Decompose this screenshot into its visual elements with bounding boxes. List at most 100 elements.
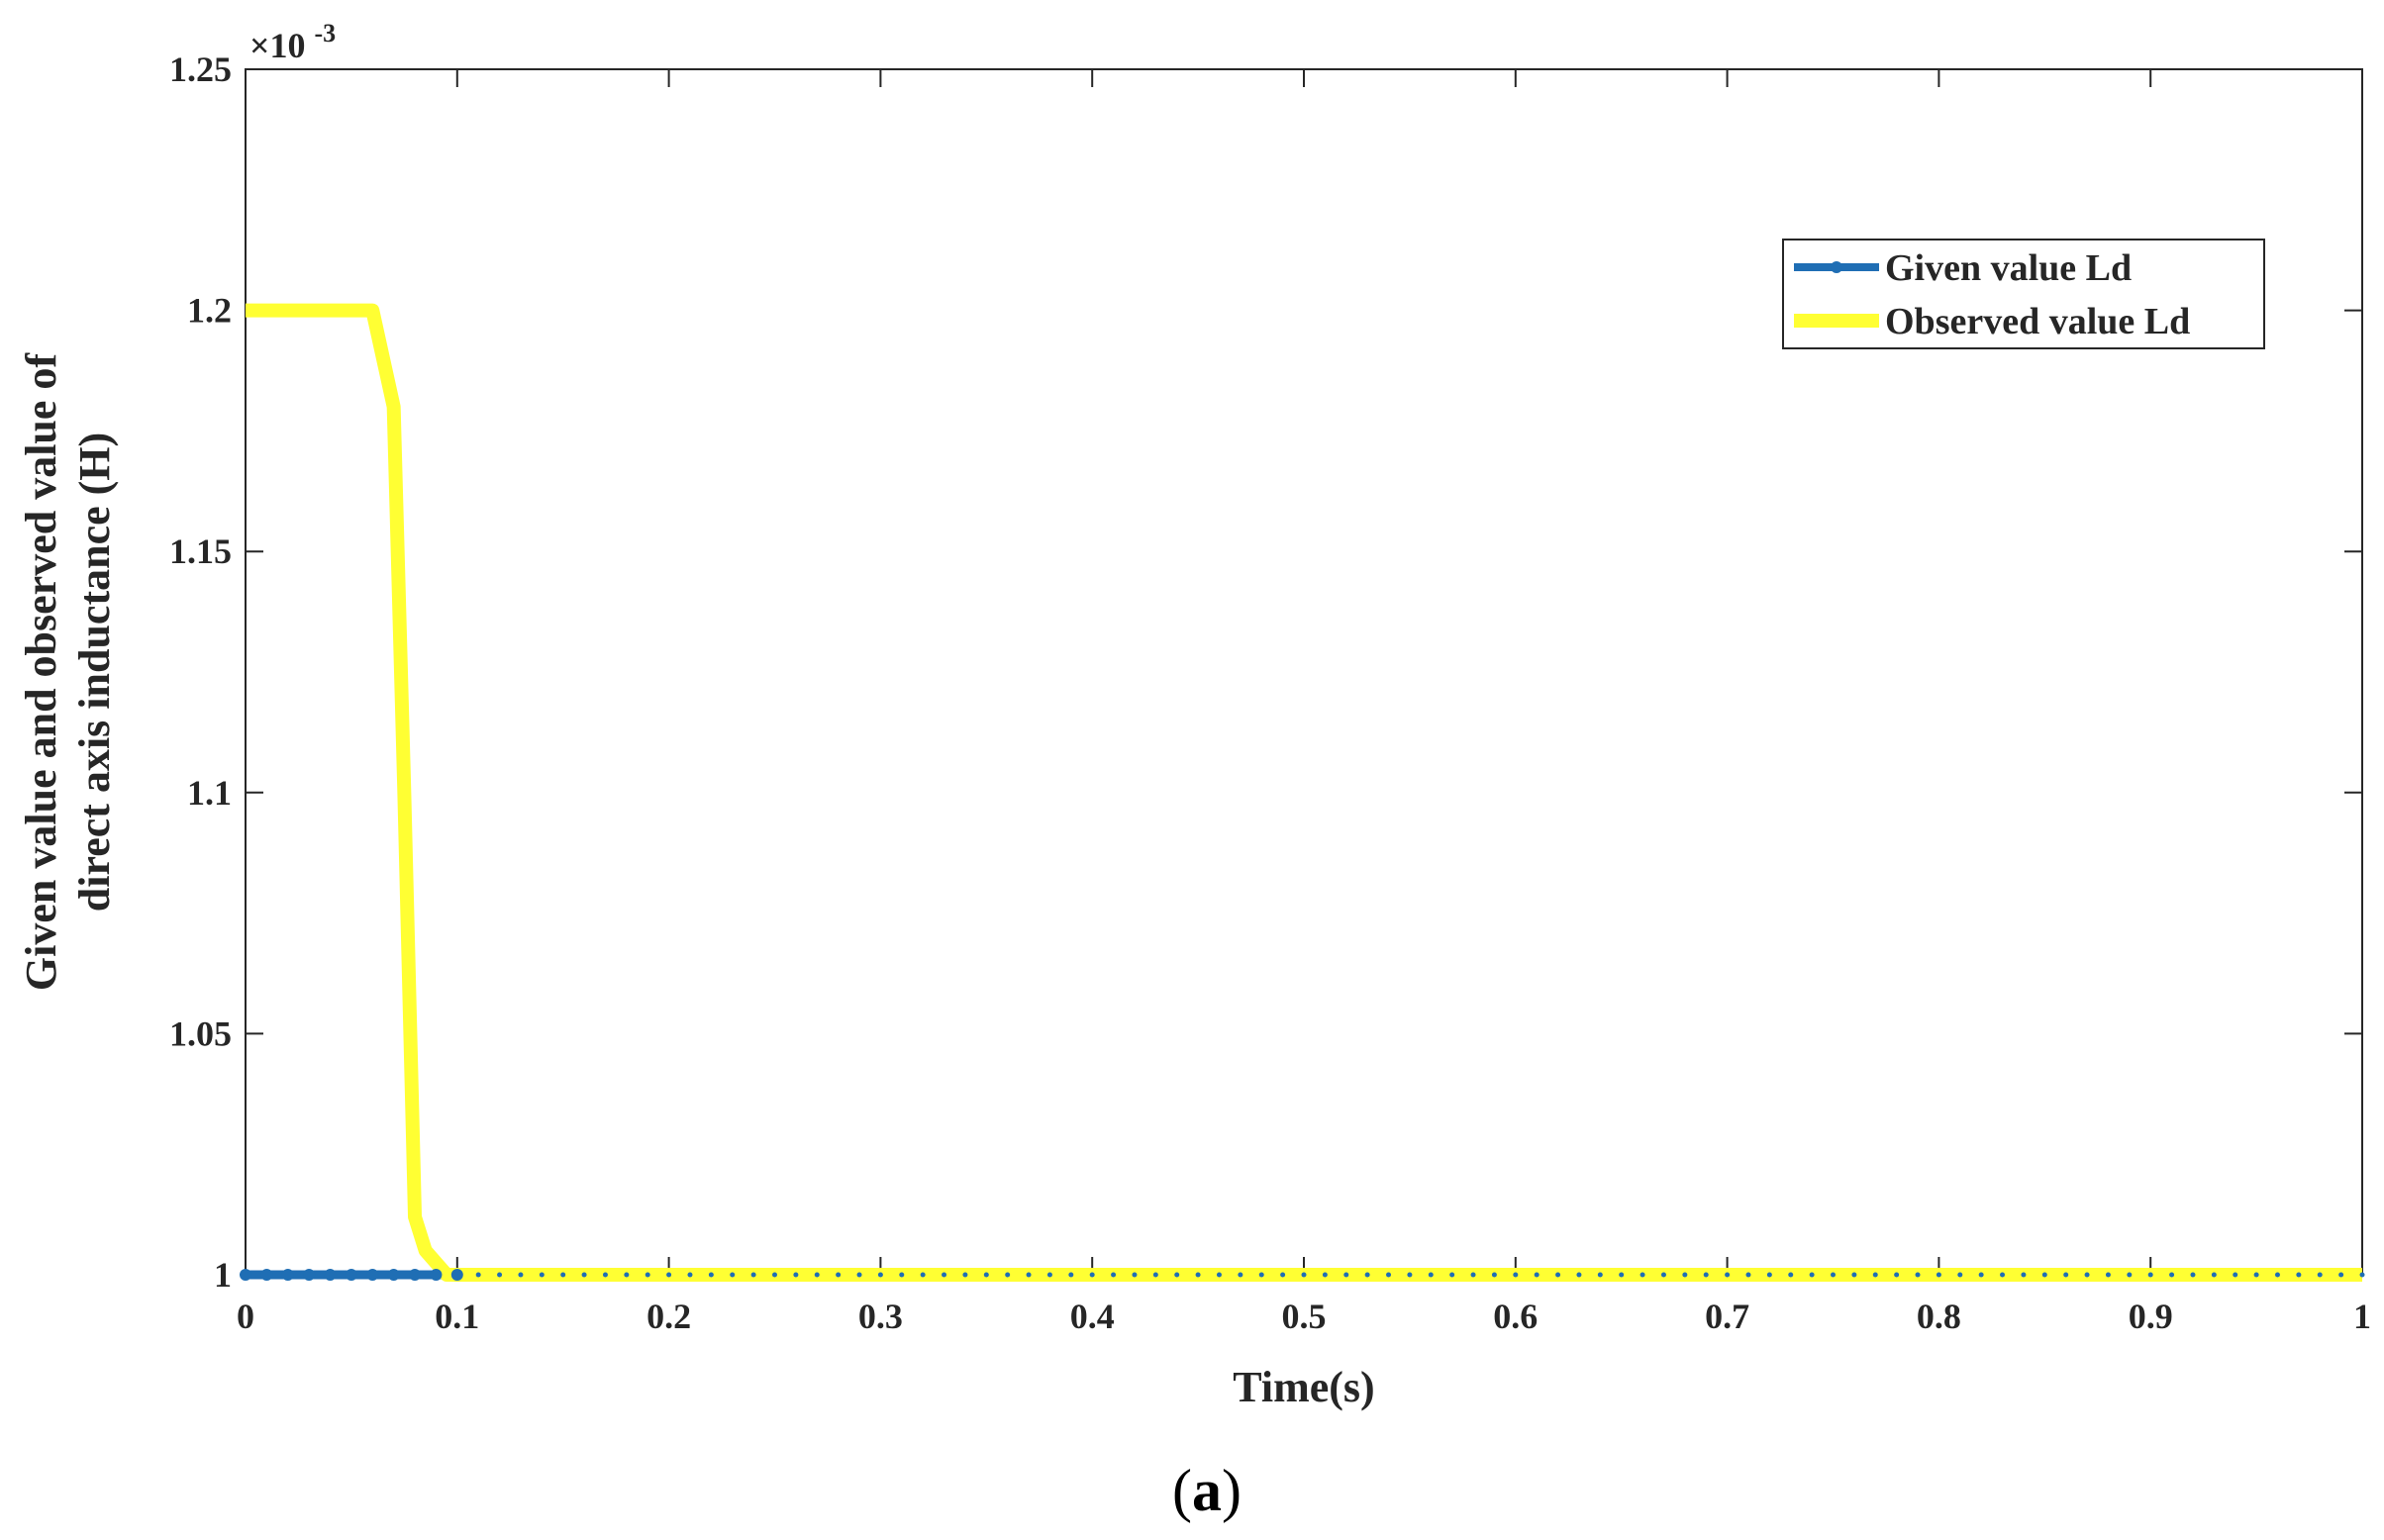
- series-point-given: [1005, 1272, 1011, 1278]
- series-point-given: [645, 1272, 650, 1278]
- legend-marker-given: [1831, 261, 1842, 273]
- series-point-given: [772, 1272, 777, 1278]
- series-point-given: [1364, 1272, 1370, 1278]
- series-point-given: [942, 1272, 947, 1278]
- x-tick-label: 0.3: [858, 1297, 903, 1336]
- series-point-given: [2190, 1272, 2196, 1278]
- series-point-given: [2021, 1272, 2027, 1278]
- x-axis-label: Time(s): [1233, 1363, 1374, 1411]
- series-point-given: [1619, 1272, 1625, 1278]
- series-point-given: [1343, 1272, 1349, 1278]
- series-point-given: [1682, 1272, 1688, 1278]
- series-point-given: [2338, 1272, 2344, 1278]
- series-point-given: [409, 1269, 422, 1281]
- series-point-given: [1788, 1272, 1794, 1278]
- x-tick-label: 1: [2353, 1297, 2371, 1336]
- series-point-given: [1639, 1272, 1645, 1278]
- x-tick-label: 0.4: [1070, 1297, 1115, 1336]
- series-point-given: [2296, 1272, 2302, 1278]
- series-point-given: [836, 1272, 842, 1278]
- series-point-given: [1809, 1272, 1815, 1278]
- x-tick-label: 0.7: [1705, 1297, 1749, 1336]
- series-point-given: [793, 1272, 799, 1278]
- y-tick-label: 1.05: [169, 1013, 232, 1053]
- series-point-given: [1026, 1272, 1032, 1278]
- x-tick-label: 0.9: [2129, 1297, 2173, 1336]
- figure-caption: (a): [1172, 1458, 1242, 1523]
- series-point-given: [539, 1272, 545, 1278]
- svg-text:×10 -3: ×10 -3: [249, 19, 336, 65]
- x-tick-label: 0.8: [1917, 1297, 1961, 1336]
- series-point-given: [1111, 1272, 1117, 1278]
- series-point-given: [281, 1269, 294, 1281]
- series-point-given: [2127, 1272, 2133, 1278]
- y-tick-label: 1.15: [169, 531, 232, 571]
- series-point-given: [2084, 1272, 2090, 1278]
- series-point-given: [2274, 1272, 2280, 1278]
- series-point-given: [2169, 1272, 2175, 1278]
- series-point-given: [962, 1272, 968, 1278]
- series-point-given: [730, 1272, 736, 1278]
- series-point-given: [1449, 1272, 1455, 1278]
- series-point-given: [430, 1269, 443, 1281]
- series-point-given: [345, 1269, 357, 1281]
- legend-label-observed: Observed value Ld: [1885, 301, 2190, 342]
- series-point-given: [497, 1272, 503, 1278]
- y-tick-label: 1.2: [187, 291, 232, 331]
- series-point-given: [1407, 1272, 1413, 1278]
- series-point-given: [983, 1272, 989, 1278]
- series-point-given: [2359, 1272, 2365, 1278]
- series-point-given: [1766, 1272, 1772, 1278]
- y-axis-exponent: ×10 -3: [249, 19, 336, 65]
- y-axis-label-line-2: direct axis inductance (H): [70, 433, 119, 912]
- y-axis-ticks: 1 1.05 1.1 1.15 1.2 1.25: [169, 49, 2362, 1295]
- series-point-given: [1491, 1272, 1497, 1278]
- y-tick-label: 1.25: [169, 49, 232, 89]
- legend-label-given: Given value Ld: [1885, 247, 2132, 289]
- series-point-given: [1660, 1272, 1666, 1278]
- series-point-given: [260, 1269, 273, 1281]
- series-point-given: [1978, 1272, 1984, 1278]
- series-point-given: [1872, 1272, 1878, 1278]
- series-point-given: [1936, 1272, 1941, 1278]
- series-point-given: [1831, 1272, 1836, 1278]
- series-point-given: [387, 1269, 400, 1281]
- y-axis-label: Given value and observed value of direct…: [17, 352, 119, 991]
- series-point-given: [2253, 1272, 2259, 1278]
- series-point-given: [1470, 1272, 1476, 1278]
- series-point-given: [2211, 1272, 2217, 1278]
- series-point-given: [666, 1272, 672, 1278]
- series-point-given: [366, 1269, 379, 1281]
- series-point-given: [303, 1269, 316, 1281]
- series-point-given: [581, 1272, 587, 1278]
- series-point-given: [1174, 1272, 1180, 1278]
- series-point-given: [2317, 1272, 2323, 1278]
- legend-box: [1782, 239, 2265, 349]
- y-exponent-power: -3: [315, 19, 337, 48]
- series-point-given: [475, 1272, 481, 1278]
- caption-open: (: [1172, 1458, 1192, 1523]
- series-point-given: [920, 1272, 926, 1278]
- series-point-given: [560, 1272, 566, 1278]
- series-point-given: [1534, 1272, 1540, 1278]
- series-point-given: [1322, 1272, 1328, 1278]
- series-point-given: [708, 1272, 714, 1278]
- series-point-given: [1597, 1272, 1603, 1278]
- series-point-given: [2063, 1272, 2069, 1278]
- series-point-given: [450, 1269, 463, 1281]
- series-point-given: [1576, 1272, 1582, 1278]
- series-point-given: [1046, 1272, 1052, 1278]
- series-point-given: [624, 1272, 630, 1278]
- series-point-given: [1238, 1272, 1243, 1278]
- series-point-given: [1513, 1272, 1519, 1278]
- series-point-given: [687, 1272, 693, 1278]
- series-point-given: [1555, 1272, 1561, 1278]
- x-tick-label: 0.1: [435, 1297, 479, 1336]
- series-point-given: [1301, 1272, 1307, 1278]
- x-tick-label: 0.2: [646, 1297, 691, 1336]
- series-point-given: [1195, 1272, 1201, 1278]
- series-point-given: [814, 1272, 820, 1278]
- series-point-given: [750, 1272, 756, 1278]
- series-point-given: [1152, 1272, 1158, 1278]
